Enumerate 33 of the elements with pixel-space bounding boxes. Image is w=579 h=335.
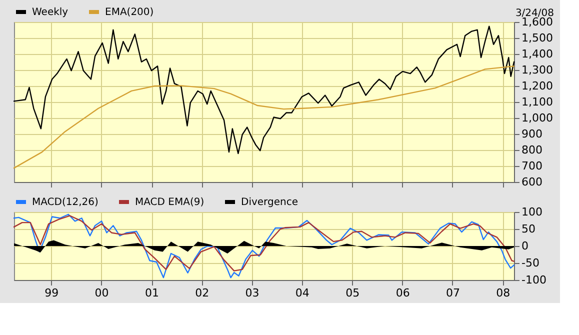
y-tick-label: 600 [522, 176, 542, 188]
y-tick-label: 1,200 [522, 80, 553, 92]
legend-label: MACD EMA(9) [135, 197, 204, 208]
y-tick-label: 1,400 [522, 48, 553, 60]
y-tick-label: 800 [522, 144, 542, 156]
y-tick-label: 1,100 [522, 96, 553, 108]
x-tick-label: 02 [195, 286, 210, 300]
line-series [13, 26, 515, 154]
x-tick-label: 01 [145, 286, 159, 300]
x-tick-label: 06 [396, 286, 410, 300]
x-tick-label: 99 [44, 286, 59, 300]
x-tick-label: 05 [346, 286, 360, 300]
legend-label: Weekly [32, 7, 68, 18]
y-tick-label: 1,000 [522, 112, 553, 124]
y-tick-label: -50 [522, 256, 540, 270]
x-tick-label: 07 [446, 286, 460, 300]
x-tick-label: 08 [496, 286, 510, 300]
y-tick-label: 700 [522, 160, 542, 172]
legend-label: MACD(12,26) [32, 197, 99, 208]
legend-label: EMA(200) [105, 7, 154, 18]
x-tick-label: 04 [295, 286, 310, 300]
y-tick-label: 1,600 [522, 16, 553, 28]
y-tick-label: 100 [522, 206, 542, 218]
y-tick-label: -100 [522, 274, 546, 286]
y-tick-label: 1,300 [522, 64, 553, 76]
y-tick-label: 900 [522, 128, 542, 140]
y-tick-label: 50 [522, 222, 536, 236]
x-tick-label: 00 [94, 286, 109, 300]
y-tick-label: 0 [522, 240, 528, 252]
x-tick-label: 03 [245, 286, 260, 300]
y-tick-label: 1,500 [522, 32, 553, 44]
line-series [13, 66, 515, 169]
legend-label: Divergence [241, 197, 298, 208]
